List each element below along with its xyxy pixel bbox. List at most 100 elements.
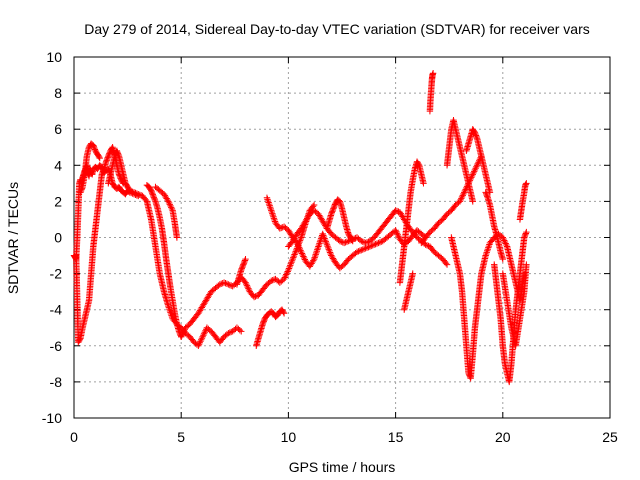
data-point bbox=[279, 224, 286, 231]
y-tick-label: 0 bbox=[54, 230, 62, 246]
data-point bbox=[288, 257, 296, 264]
data-point bbox=[460, 190, 467, 198]
data-point bbox=[104, 155, 111, 163]
data-point bbox=[147, 187, 155, 194]
data-point bbox=[482, 190, 490, 197]
data-point bbox=[151, 195, 158, 202]
data-point bbox=[322, 238, 329, 245]
data-point bbox=[363, 244, 371, 251]
data-point bbox=[457, 196, 464, 204]
data-point bbox=[313, 248, 321, 255]
data-point bbox=[236, 326, 244, 334]
data-point bbox=[166, 306, 173, 313]
data-point bbox=[149, 191, 156, 198]
data-point bbox=[325, 244, 332, 252]
data-point bbox=[127, 187, 135, 195]
data-point bbox=[393, 228, 400, 235]
data-point bbox=[243, 282, 251, 289]
data-point bbox=[260, 318, 267, 325]
data-point bbox=[393, 230, 401, 237]
data-point bbox=[280, 310, 288, 317]
data-point bbox=[175, 328, 183, 335]
data-point bbox=[201, 329, 208, 336]
data-point bbox=[168, 205, 176, 213]
data-point bbox=[265, 199, 272, 206]
data-point bbox=[324, 243, 331, 250]
data-point bbox=[429, 70, 437, 77]
data-point bbox=[283, 271, 290, 278]
data-point bbox=[105, 151, 113, 159]
data-point bbox=[484, 247, 491, 255]
data-series-arc-19 bbox=[463, 126, 494, 196]
data-point bbox=[368, 242, 375, 250]
data-point bbox=[268, 207, 275, 214]
data-point bbox=[459, 192, 466, 199]
data-point bbox=[521, 232, 528, 240]
data-point bbox=[142, 196, 150, 204]
data-point bbox=[312, 252, 319, 260]
data-point bbox=[168, 312, 175, 319]
x-tick-label: 25 bbox=[602, 429, 618, 445]
data-point bbox=[325, 246, 333, 253]
data-point bbox=[320, 232, 327, 239]
data-point bbox=[316, 240, 323, 247]
data-point bbox=[150, 192, 157, 200]
data-point bbox=[469, 171, 476, 178]
data-point bbox=[522, 231, 529, 238]
data-point bbox=[313, 249, 320, 257]
data-point bbox=[340, 239, 348, 247]
data-point bbox=[323, 241, 331, 248]
data-point bbox=[503, 241, 510, 249]
data-point bbox=[173, 234, 181, 241]
data-point bbox=[296, 245, 304, 253]
data-point bbox=[289, 255, 296, 263]
data-point bbox=[250, 293, 258, 301]
y-tick-label: -8 bbox=[50, 374, 63, 390]
data-point bbox=[342, 239, 349, 246]
chart-title: Day 279 of 2014, Sidereal Day-to-day VTE… bbox=[84, 21, 590, 37]
data-series-arc-21 bbox=[491, 228, 530, 386]
data-point bbox=[373, 240, 381, 247]
data-point bbox=[115, 151, 122, 159]
data-series-arc-3 bbox=[77, 140, 103, 196]
y-tick-label: 2 bbox=[54, 193, 62, 209]
data-series-arc-11 bbox=[285, 207, 451, 268]
data-point bbox=[180, 327, 188, 334]
data-point bbox=[319, 230, 326, 238]
data-point bbox=[271, 216, 278, 224]
data-point bbox=[259, 320, 266, 328]
data-point bbox=[415, 160, 422, 168]
data-point bbox=[484, 193, 491, 200]
data-point bbox=[226, 329, 233, 336]
data-point bbox=[238, 266, 245, 274]
data-point bbox=[222, 280, 229, 287]
data-point bbox=[375, 239, 382, 247]
data-point bbox=[241, 258, 248, 266]
data-point bbox=[486, 241, 493, 248]
data-point bbox=[91, 144, 98, 152]
data-point bbox=[392, 207, 399, 214]
x-axis-label: GPS time / hours bbox=[289, 459, 396, 475]
data-point bbox=[136, 191, 143, 198]
data-point bbox=[100, 167, 107, 174]
data-point bbox=[295, 244, 303, 251]
data-point bbox=[77, 189, 84, 196]
data-point bbox=[521, 234, 528, 241]
data-point bbox=[243, 280, 250, 288]
data-point bbox=[239, 264, 246, 271]
data-point bbox=[270, 213, 277, 220]
data-point bbox=[321, 235, 328, 242]
data-point bbox=[349, 237, 356, 245]
data-series-arc-10 bbox=[263, 194, 429, 272]
data-point bbox=[315, 243, 322, 250]
data-point bbox=[90, 143, 98, 150]
data-point bbox=[280, 308, 287, 316]
data-point bbox=[392, 227, 399, 234]
data-series-arc-5 bbox=[143, 181, 185, 340]
data-point bbox=[263, 194, 271, 201]
data-point bbox=[225, 329, 232, 337]
data-point bbox=[264, 197, 272, 205]
data-point bbox=[271, 218, 279, 225]
data-point bbox=[359, 246, 366, 253]
data-point bbox=[239, 262, 247, 270]
